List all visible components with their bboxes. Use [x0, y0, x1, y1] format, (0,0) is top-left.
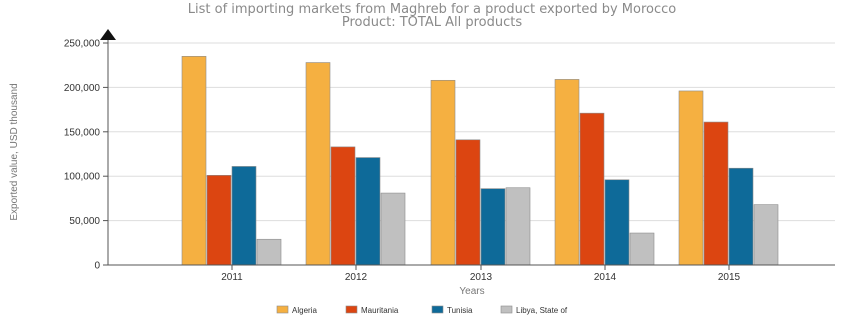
- x-tick-label: 2013: [470, 272, 493, 283]
- bar-mauritania-2014: [579, 112, 605, 266]
- x-tick-labels: 2011 2012 2013 2014 2015: [221, 265, 741, 283]
- legend: Algeria Mauritania Tunisia Libya, State of: [276, 305, 568, 315]
- legend-swatch: [500, 305, 513, 314]
- bar-libya-state-of-2013: [505, 187, 531, 266]
- y-tick-label: 100,000: [64, 172, 101, 183]
- y-tick-label: 150,000: [64, 127, 101, 138]
- bar-libya-state-of-2011: [256, 238, 282, 266]
- y-tick-label: 0: [94, 261, 100, 272]
- bar-tunisia-2013: [480, 188, 506, 266]
- legend-swatch: [345, 305, 358, 314]
- x-tick-label: 2014: [594, 272, 617, 283]
- x-tick-label: 2011: [221, 272, 243, 283]
- chart-title: List of importing markets from Maghreb f…: [188, 2, 677, 17]
- bar-tunisia-2015: [728, 167, 754, 266]
- legend-label: Libya, State of: [516, 306, 568, 315]
- bar-algeria-2014: [554, 79, 580, 266]
- legend-label: Mauritania: [361, 306, 399, 315]
- bar-algeria-2011: [181, 56, 207, 266]
- bars: [181, 56, 779, 266]
- legend-label: Algeria: [292, 306, 317, 315]
- bar-libya-state-of-2015: [753, 204, 779, 266]
- legend-swatch: [431, 305, 444, 314]
- bar-tunisia-2011: [231, 166, 257, 266]
- y-tick-labels: 0 50,000 100,000 150,000 200,000 250,000: [64, 39, 108, 272]
- bar-mauritania-2011: [206, 175, 232, 266]
- y-tick-label: 200,000: [64, 83, 101, 94]
- bar-libya-state-of-2014: [629, 232, 655, 266]
- y-axis-arrow-icon: [100, 29, 116, 40]
- chart-subtitle: Product: TOTAL All products: [342, 15, 522, 30]
- x-tick-label: 2015: [718, 272, 741, 283]
- y-axis-title: Exported value, USD thousand: [9, 83, 20, 220]
- bar-mauritania-2013: [455, 139, 481, 266]
- bar-algeria-2013: [430, 79, 456, 266]
- bar-mauritania-2012: [330, 146, 356, 266]
- bar-tunisia-2012: [355, 157, 381, 266]
- legend-swatch: [276, 305, 289, 314]
- x-tick-label: 2012: [345, 272, 368, 283]
- bar-libya-state-of-2012: [380, 192, 406, 266]
- y-tick-label: 250,000: [64, 39, 101, 50]
- legend-label: Tunisia: [447, 306, 473, 315]
- x-axis-title: Years: [459, 286, 484, 297]
- bar-algeria-2012: [305, 62, 331, 266]
- bar-algeria-2015: [678, 90, 704, 266]
- y-tick-label: 50,000: [69, 216, 100, 227]
- bar-mauritania-2015: [703, 121, 729, 266]
- bar-tunisia-2014: [604, 179, 630, 266]
